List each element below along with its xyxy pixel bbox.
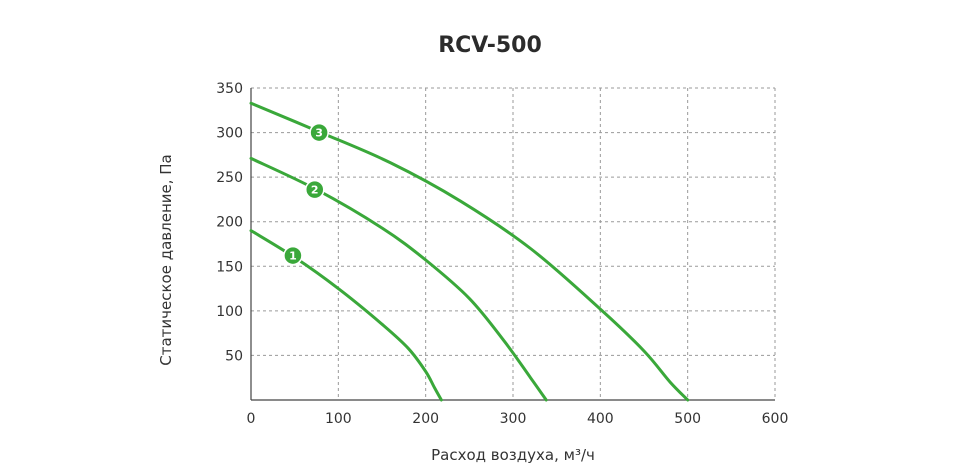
series-line-3 — [249, 101, 690, 402]
series-marker-label-1: 1 — [289, 250, 297, 263]
series-marker-label-3: 3 — [315, 127, 323, 140]
y-tick-label: 200 — [216, 215, 243, 231]
x-tick-label: 200 — [412, 411, 439, 427]
series-marker-2 — [305, 179, 325, 200]
y-tick-label: 50 — [225, 348, 243, 364]
chart-title: RCV-500 — [438, 33, 542, 58]
y-axis-label: Статическое давление, Па — [157, 154, 175, 365]
x-tick-label: 0 — [247, 411, 256, 427]
y-tick-label: 150 — [216, 259, 243, 275]
y-tick-label: 300 — [216, 126, 243, 142]
x-tick-label: 600 — [762, 411, 789, 427]
series-marker-label-2: 2 — [311, 184, 319, 197]
x-tick-label: 100 — [325, 411, 352, 427]
series-marker-1 — [283, 245, 303, 266]
series-line-1 — [249, 229, 443, 402]
series-line-2 — [249, 156, 548, 402]
x-axis-label: Расход воздуха, м³/ч — [431, 446, 595, 464]
y-tick-label: 350 — [216, 81, 243, 97]
marker-group: 1 2 3 — [283, 122, 329, 266]
x-tick-label: 500 — [674, 411, 701, 427]
y-tick-label: 100 — [216, 304, 243, 320]
grid — [250, 87, 776, 401]
tick-labels: 50 100 150 200 250 300 350 0 100 200 300 400 500 600 — [216, 81, 788, 427]
y-tick-label: 250 — [216, 170, 243, 186]
series-marker-3 — [309, 122, 329, 143]
x-tick-label: 300 — [500, 411, 527, 427]
x-tick-label: 400 — [587, 411, 614, 427]
